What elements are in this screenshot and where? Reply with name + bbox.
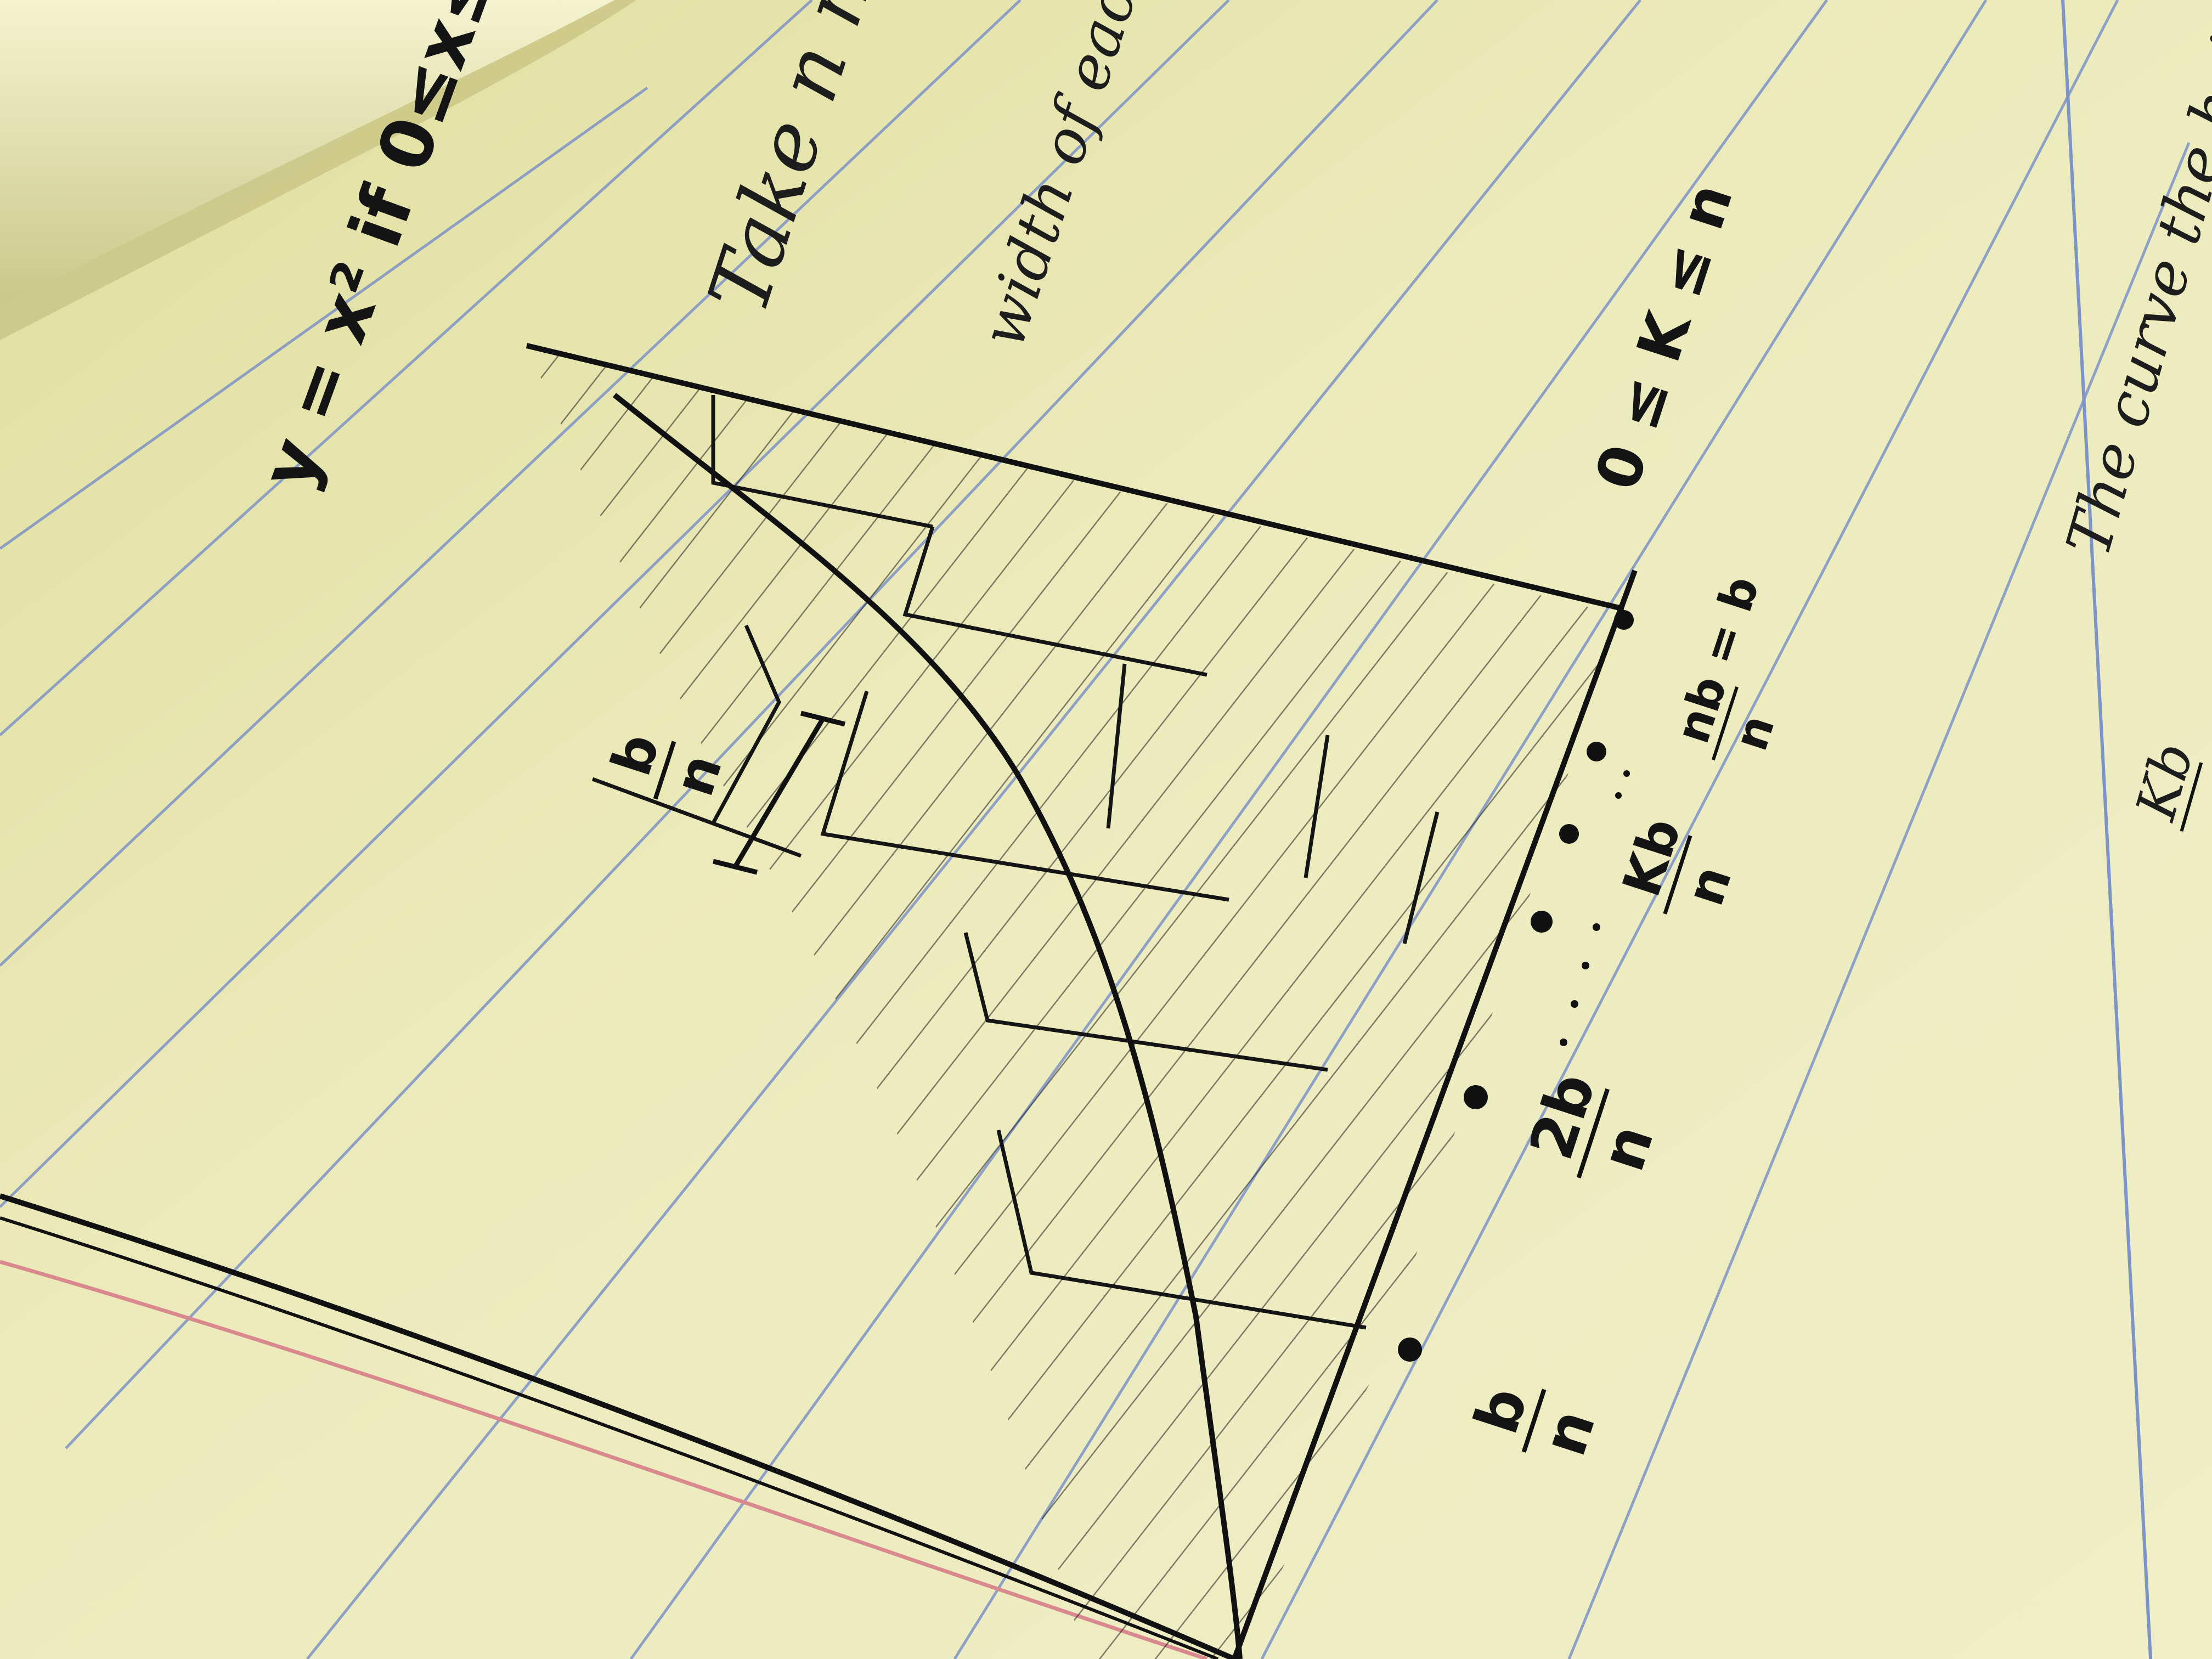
tick-point-kb2 bbox=[1559, 824, 1579, 844]
red-margin-line bbox=[0, 1260, 1208, 1659]
tick-point-2b bbox=[1464, 1085, 1488, 1109]
parabola-curve bbox=[612, 393, 1243, 1659]
bottom-axis bbox=[0, 1193, 1235, 1659]
page-fold-shadow bbox=[0, 0, 636, 340]
axes bbox=[0, 343, 1638, 1659]
horizontal-axis bbox=[526, 343, 1625, 612]
width-bracket bbox=[712, 710, 846, 875]
ellipsis-dots bbox=[1560, 770, 1630, 1046]
margin-rule bbox=[2061, 0, 2152, 1659]
tick-points bbox=[1398, 610, 1634, 1362]
tick-point-nb bbox=[1587, 742, 1606, 761]
rectangles bbox=[591, 395, 1440, 1330]
tick-point-kb bbox=[1531, 911, 1553, 933]
curled-page-edge bbox=[0, 0, 614, 307]
hatched-region bbox=[527, 346, 1618, 1659]
x-axis bbox=[1232, 569, 1638, 1659]
tick-point-end bbox=[1614, 610, 1634, 630]
bottom-axis-shadow bbox=[0, 1216, 1219, 1659]
tick-point-b bbox=[1398, 1338, 1422, 1362]
